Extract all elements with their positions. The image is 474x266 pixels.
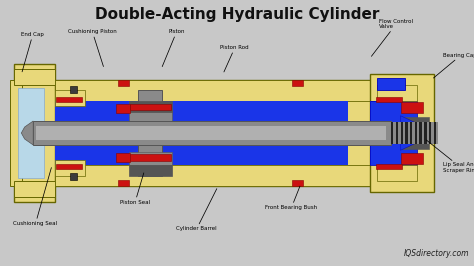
Bar [370, 74, 434, 192]
Bar [292, 80, 303, 86]
Bar [292, 180, 303, 186]
Text: Lip Seal And
Scraper Ring: Lip Seal And Scraper Ring [427, 140, 474, 173]
Text: Piston: Piston [162, 30, 185, 66]
Bar [24, 80, 422, 186]
Bar [377, 78, 405, 90]
Bar [401, 117, 429, 149]
Bar [56, 164, 82, 169]
Bar [419, 122, 422, 144]
Bar [14, 181, 55, 197]
Bar [410, 122, 412, 144]
Bar [116, 104, 130, 113]
Bar [10, 80, 22, 186]
Text: Double-Acting Hydraulic Cylinder: Double-Acting Hydraulic Cylinder [95, 7, 379, 22]
Bar [377, 85, 417, 101]
Bar [434, 122, 436, 144]
Bar [55, 90, 85, 106]
Bar [422, 122, 424, 144]
Bar [427, 122, 429, 144]
Text: Piston Rod: Piston Rod [220, 45, 249, 72]
Bar [36, 126, 386, 140]
Bar [415, 122, 417, 144]
Bar [129, 152, 172, 165]
Bar [401, 102, 423, 113]
Bar [376, 97, 402, 102]
Text: Front Bearing Bush: Front Bearing Bush [265, 186, 318, 210]
Text: Cushioning Piston: Cushioning Piston [68, 30, 117, 66]
Bar [429, 122, 431, 144]
Polygon shape [116, 122, 129, 144]
Bar [18, 88, 44, 178]
Bar [130, 104, 171, 110]
Bar [424, 122, 427, 144]
Bar [398, 122, 401, 144]
Text: IQSdirectory.com: IQSdirectory.com [404, 249, 469, 258]
Bar [391, 122, 393, 144]
Bar [55, 160, 85, 176]
Bar [118, 80, 129, 86]
Bar [56, 97, 82, 102]
Bar [70, 86, 77, 93]
Text: Bearing Cap: Bearing Cap [434, 53, 474, 78]
Bar [73, 122, 140, 144]
Bar [129, 165, 172, 176]
Bar [405, 122, 408, 144]
Text: End Cap: End Cap [21, 32, 44, 72]
Polygon shape [401, 116, 415, 133]
Bar [118, 180, 129, 186]
Bar [129, 109, 172, 122]
Polygon shape [401, 133, 415, 150]
Bar [377, 165, 417, 181]
Bar [370, 101, 417, 165]
Bar [14, 64, 55, 202]
Bar [55, 101, 116, 165]
Bar [431, 122, 434, 144]
Bar [417, 122, 419, 144]
Bar [55, 80, 370, 101]
Bar [130, 154, 171, 161]
Text: Flow Control
Valve: Flow Control Valve [372, 19, 413, 56]
Bar [138, 90, 162, 176]
Bar [129, 101, 172, 112]
Text: Cushioning Seal: Cushioning Seal [13, 168, 58, 226]
Bar [403, 122, 405, 144]
Bar [436, 122, 438, 144]
Bar [70, 173, 77, 180]
Bar [412, 122, 415, 144]
Bar [376, 164, 402, 169]
Bar [408, 122, 410, 144]
Polygon shape [21, 121, 33, 145]
Bar [393, 122, 396, 144]
Bar [14, 69, 55, 85]
Bar [396, 122, 398, 144]
Bar [370, 101, 417, 165]
Text: Piston Seal: Piston Seal [120, 173, 150, 205]
Bar [401, 122, 403, 144]
Bar [55, 165, 370, 186]
Bar [116, 101, 348, 165]
Text: Cylinder Barrel: Cylinder Barrel [176, 189, 217, 231]
Bar [33, 121, 391, 145]
Bar [401, 153, 423, 164]
Bar [116, 153, 130, 162]
Polygon shape [172, 122, 185, 144]
